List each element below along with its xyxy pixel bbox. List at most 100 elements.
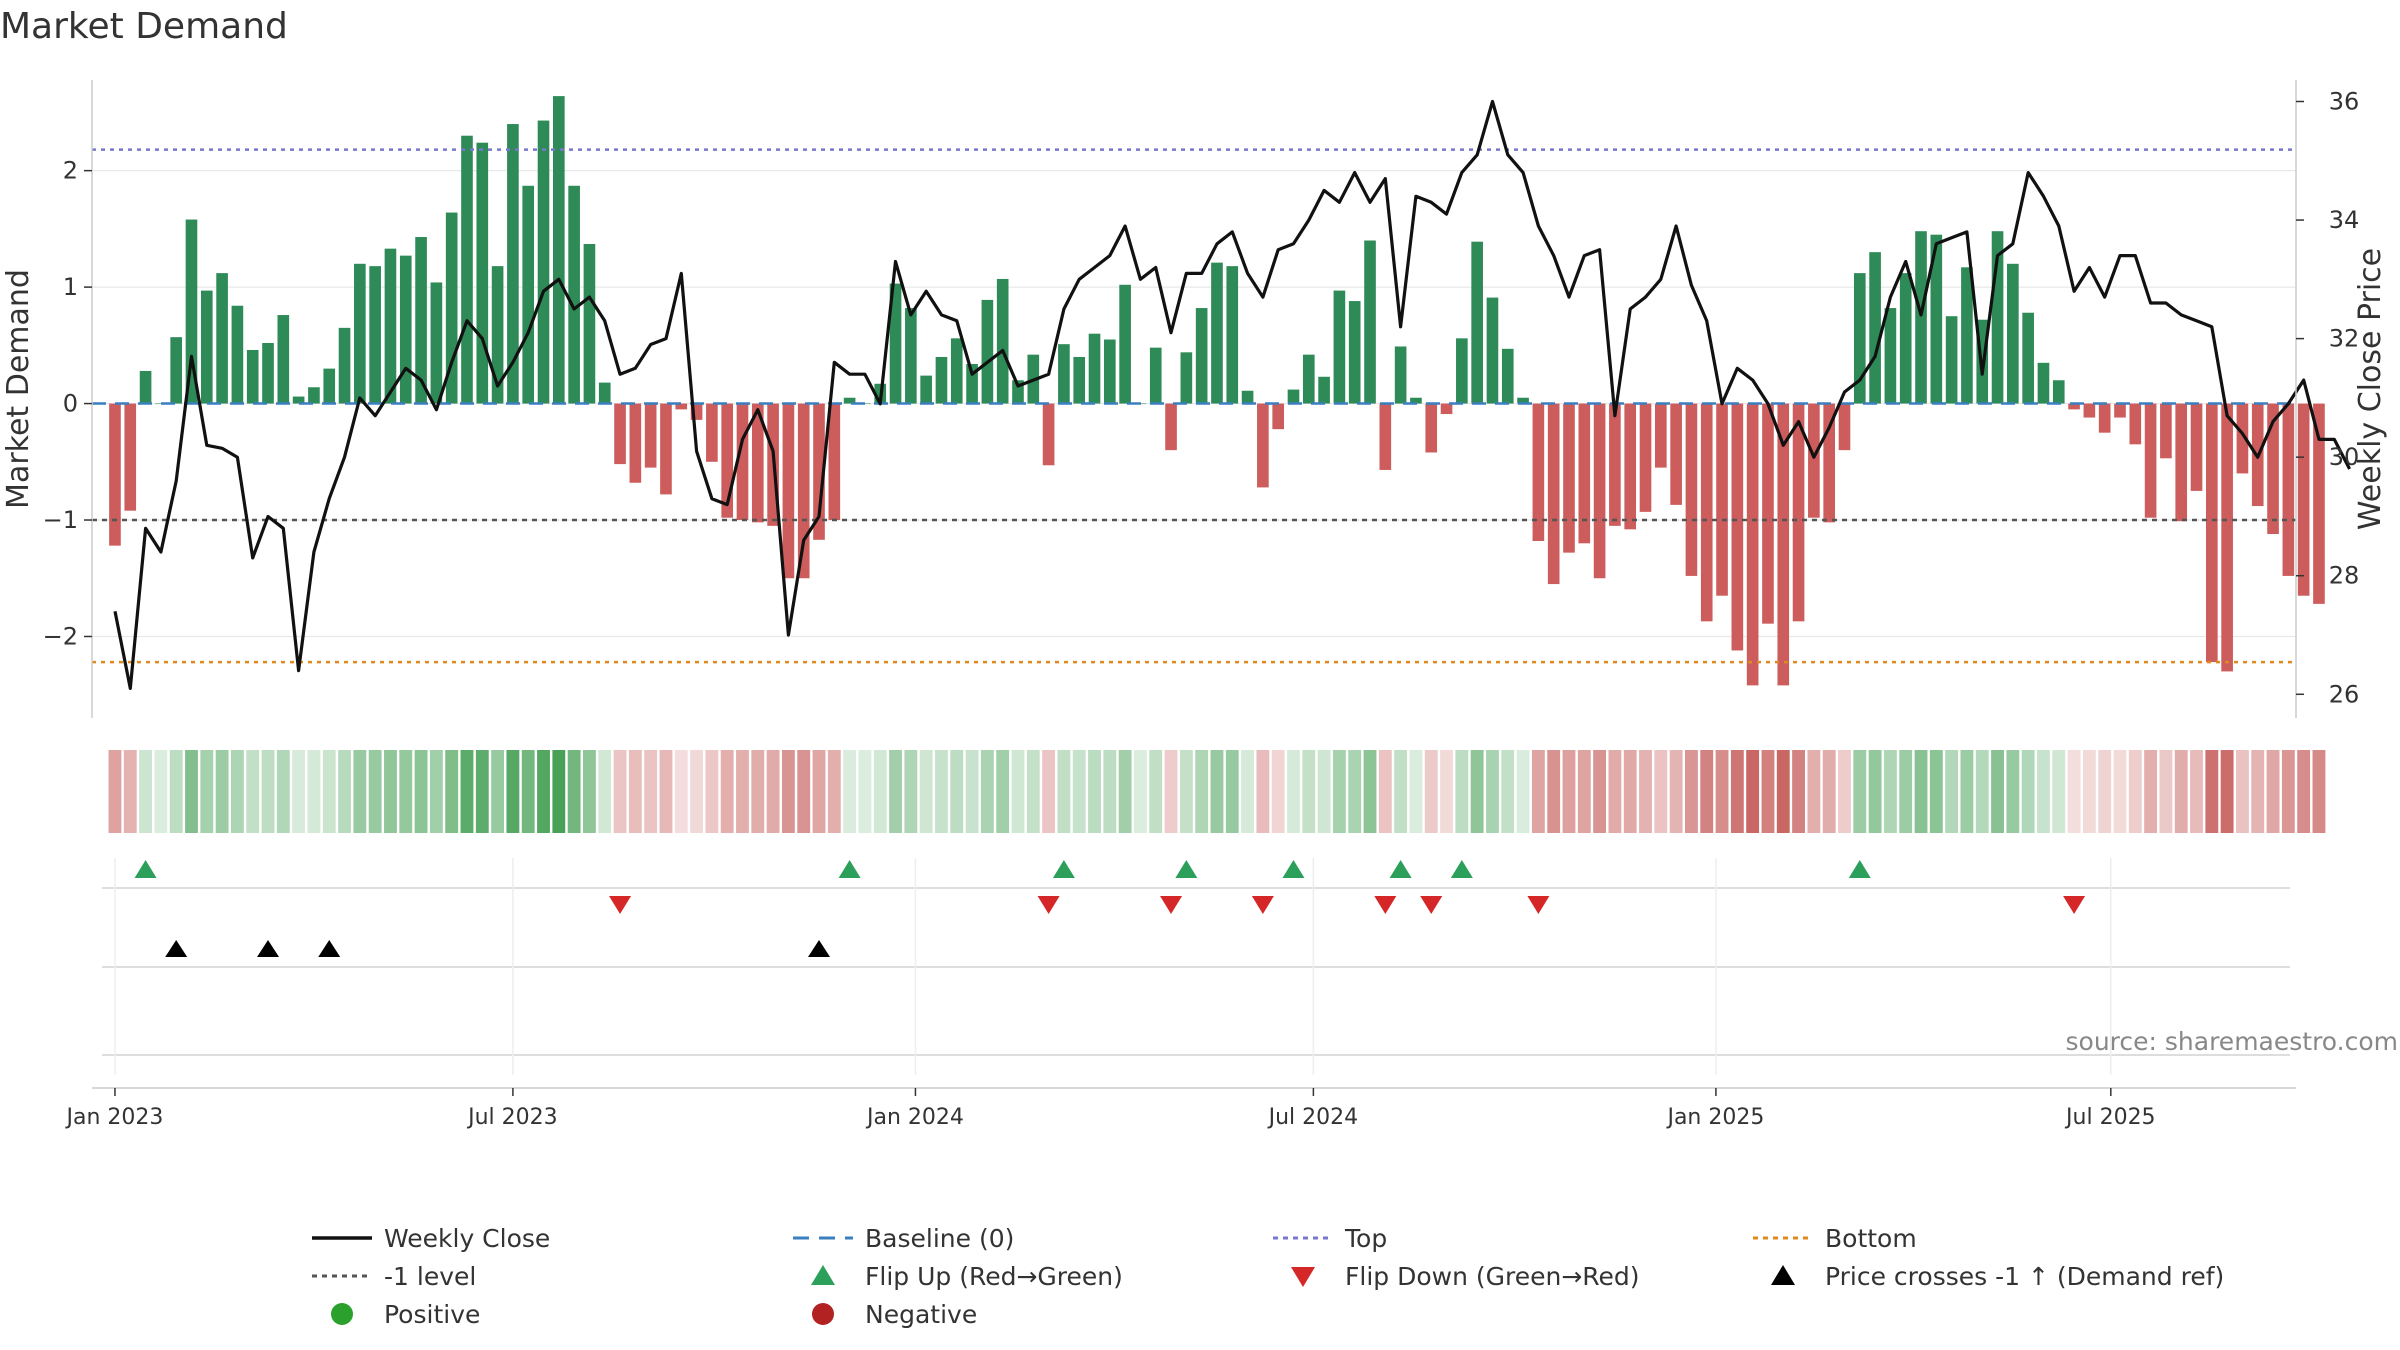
flip-up-marker bbox=[134, 860, 157, 878]
heat-cell bbox=[1302, 750, 1316, 833]
heat-cell bbox=[705, 750, 719, 833]
demand-bar bbox=[1700, 403, 1713, 622]
heat-cell bbox=[123, 750, 137, 833]
heat-cell bbox=[1057, 750, 1071, 833]
demand-bar bbox=[2160, 403, 2172, 459]
legend-item: -1 level bbox=[312, 1262, 476, 1291]
flip-up-marker bbox=[1450, 860, 1473, 878]
heat-cell bbox=[1256, 750, 1270, 833]
heat-cell bbox=[1531, 750, 1545, 833]
heat-cell bbox=[1179, 750, 1193, 833]
demand-bar bbox=[721, 403, 733, 518]
demand-bar bbox=[1915, 231, 1927, 404]
heat-cell bbox=[1317, 750, 1331, 833]
demand-bar bbox=[950, 338, 963, 404]
heat-cell bbox=[1883, 750, 1897, 833]
heat-cell bbox=[353, 750, 367, 833]
demand-bar bbox=[2297, 403, 2310, 596]
demand-bar bbox=[782, 403, 795, 579]
y2-axis-label: Weekly Close Price bbox=[2353, 248, 2388, 530]
heat-cell bbox=[613, 750, 627, 833]
heat-cell bbox=[1088, 750, 1101, 833]
demand-bar bbox=[1302, 354, 1315, 404]
flip-up-marker bbox=[838, 860, 861, 878]
heat-cell bbox=[1700, 750, 1714, 833]
legend-swatch bbox=[812, 1303, 834, 1325]
y2tick-label: 36 bbox=[2329, 87, 2360, 115]
heat-cell bbox=[996, 750, 1010, 833]
demand-bar bbox=[1746, 403, 1759, 686]
heat-cell bbox=[873, 750, 887, 833]
demand-bar bbox=[415, 237, 427, 404]
heat-cell bbox=[1593, 750, 1607, 833]
heat-cell bbox=[1134, 750, 1147, 833]
heat-cell bbox=[429, 750, 443, 833]
demand-bar bbox=[2068, 403, 2080, 410]
heat-cell bbox=[1011, 750, 1025, 833]
heat-cell bbox=[1516, 750, 1530, 833]
heat-cell bbox=[720, 750, 734, 833]
legend-label: Negative bbox=[865, 1300, 977, 1329]
heat-cell bbox=[2098, 750, 2112, 833]
demand-bar bbox=[491, 266, 504, 404]
demand-bar bbox=[1532, 403, 1545, 541]
heat-cell bbox=[2082, 750, 2096, 833]
heat-cell bbox=[475, 750, 489, 833]
heat-cell bbox=[2006, 750, 2020, 833]
demand-bar bbox=[1991, 231, 2004, 404]
y2tick-label: 30 bbox=[2329, 443, 2360, 471]
heat-cell bbox=[1991, 750, 2004, 833]
heat-cell bbox=[1945, 750, 1959, 833]
heat-cell bbox=[1332, 750, 1346, 833]
heat-cell bbox=[1409, 750, 1423, 833]
demand-bar bbox=[445, 212, 458, 404]
demand-bar bbox=[598, 382, 611, 404]
demand-bar bbox=[1104, 339, 1116, 404]
heat-cell bbox=[1118, 750, 1132, 833]
heat-cell bbox=[368, 750, 382, 833]
heat-cell bbox=[1486, 750, 1499, 833]
demand-bar bbox=[537, 120, 550, 404]
y2tick-label: 32 bbox=[2329, 325, 2360, 353]
heat-cell bbox=[521, 750, 535, 833]
heat-cell bbox=[2297, 750, 2311, 833]
heat-cell bbox=[1822, 750, 1836, 833]
demand-bar bbox=[1609, 403, 1621, 526]
heat-cell bbox=[261, 750, 275, 833]
demand-bar bbox=[1364, 240, 1376, 404]
legend-item: Negative bbox=[812, 1300, 977, 1329]
heat-cell bbox=[690, 750, 703, 833]
heat-cell bbox=[583, 750, 596, 833]
y2tick-label: 28 bbox=[2329, 562, 2360, 590]
flip-up-marker bbox=[1389, 860, 1412, 878]
demand-bar bbox=[828, 403, 841, 521]
demand-bar bbox=[736, 403, 749, 521]
heat-cell bbox=[843, 750, 857, 833]
demand-bar bbox=[2037, 362, 2050, 404]
demand-bar bbox=[507, 124, 519, 404]
heat-cell bbox=[1103, 750, 1117, 833]
demand-bar bbox=[1501, 348, 1514, 404]
flip-up-marker bbox=[1848, 860, 1871, 878]
demand-bar bbox=[1073, 356, 1086, 404]
price-cross-marker bbox=[808, 940, 831, 957]
ytick-label: 2 bbox=[63, 157, 78, 185]
heat-cell bbox=[1792, 750, 1805, 833]
heat-cell bbox=[2159, 750, 2173, 833]
demand-bar bbox=[292, 396, 305, 404]
ytick-label: −1 bbox=[43, 506, 78, 534]
heat-cell bbox=[1026, 750, 1040, 833]
demand-bar bbox=[1639, 403, 1652, 512]
heat-cell bbox=[674, 750, 688, 833]
legend-label: -1 level bbox=[384, 1262, 476, 1291]
demand-bar bbox=[660, 403, 672, 495]
legend-item: Weekly Close bbox=[312, 1224, 550, 1253]
demand-bar bbox=[1241, 390, 1254, 404]
demand-bar bbox=[384, 248, 397, 404]
reference-lines bbox=[92, 148, 2296, 664]
demand-bar bbox=[706, 403, 718, 462]
demand-bar bbox=[1379, 403, 1392, 470]
heat-cell bbox=[935, 750, 948, 833]
demand-bar bbox=[1869, 252, 1881, 404]
demand-bar bbox=[1823, 403, 1835, 523]
